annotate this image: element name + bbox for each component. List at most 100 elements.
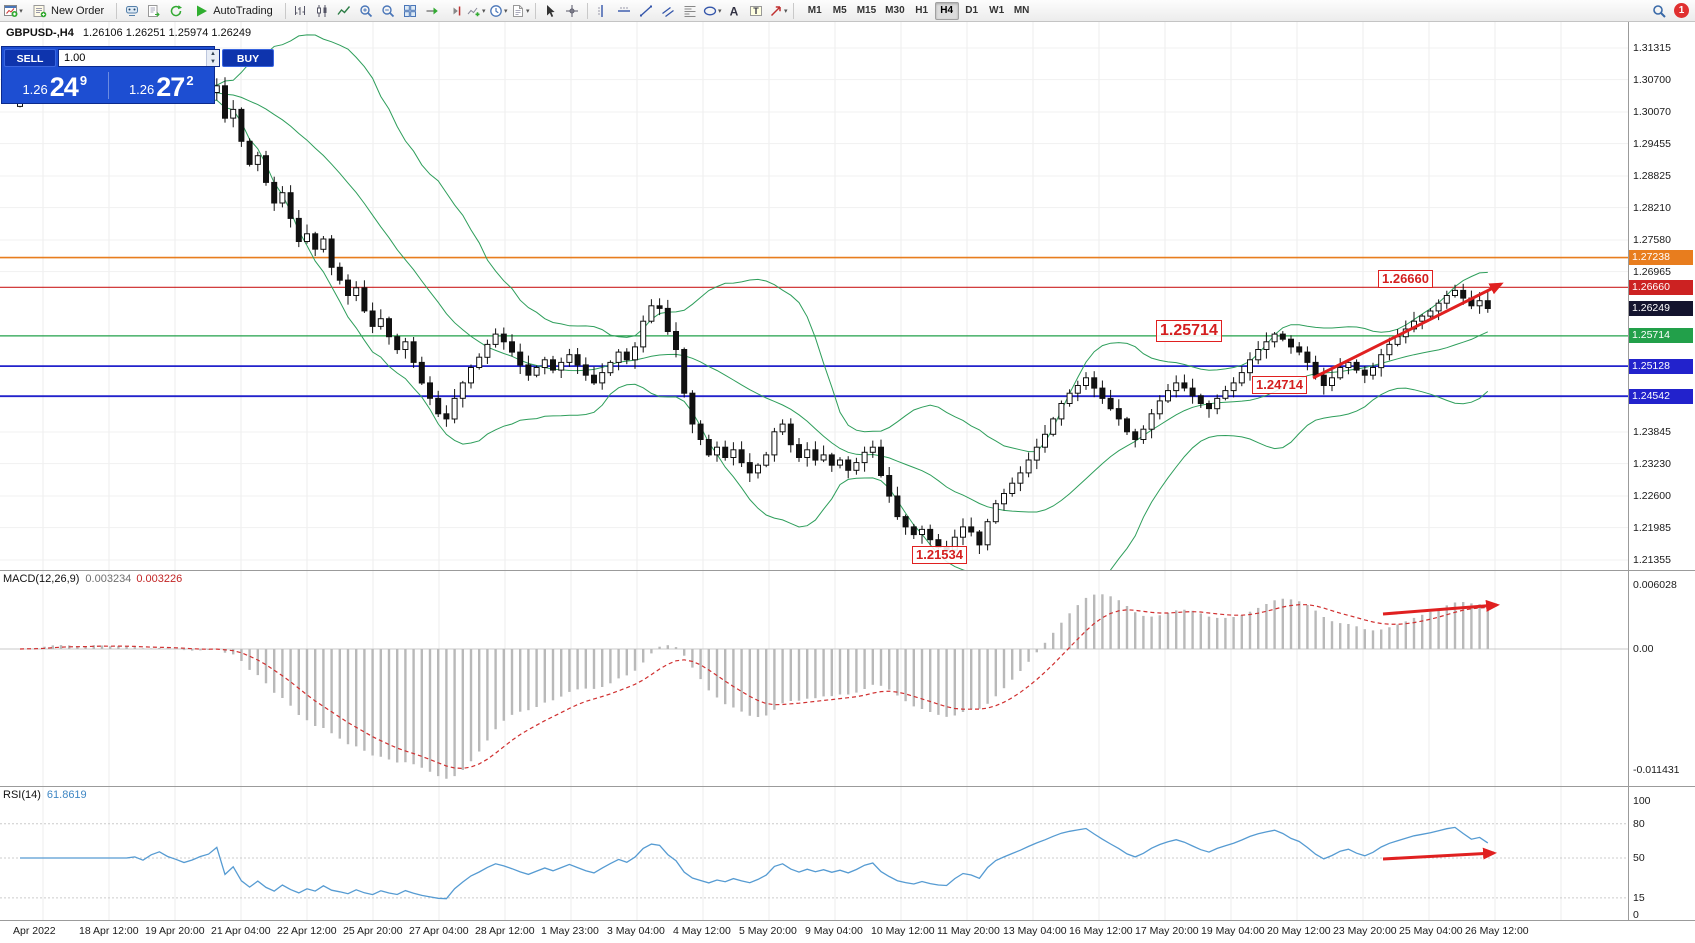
autotrading-play-icon — [195, 4, 209, 18]
arrow-objects-button[interactable]: ▾ — [768, 1, 789, 20]
scripts-button[interactable] — [143, 1, 164, 20]
indicators-button[interactable]: ▾ — [466, 1, 487, 20]
time-axis-label: 10 May 12:00 — [871, 925, 935, 937]
timeframe-group: M1 M5 M15 M30 H1 H4 D1 W1 MN — [803, 1, 1034, 20]
volume-input[interactable] — [59, 49, 206, 66]
fibonacci-button[interactable] — [680, 1, 701, 20]
bar-chart-button[interactable] — [290, 1, 311, 20]
time-axis-label: 5 May 20:00 — [739, 925, 797, 937]
price-axis-label: 1.21985 — [1633, 521, 1671, 534]
periods-icon — [489, 4, 503, 18]
text-label-button[interactable]: T — [746, 1, 767, 20]
price-axis-label: 1.26965 — [1633, 265, 1671, 278]
toolbar-separator — [284, 2, 286, 19]
svg-text:A: A — [730, 4, 739, 18]
price-callout[interactable]: 1.25714 — [1156, 320, 1222, 342]
price-axis-label: 1.31315 — [1633, 42, 1671, 54]
zoom-in-icon — [359, 4, 373, 18]
timeframe-m1-button[interactable]: M1 — [803, 2, 827, 20]
timeframe-m15-button[interactable]: M15 — [853, 2, 880, 20]
search-button[interactable] — [1648, 1, 1669, 20]
time-axis-label: 17 May 20:00 — [1135, 925, 1199, 937]
timeframe-h1-button[interactable]: H1 — [910, 2, 934, 20]
time-axis-label: 22 Apr 12:00 — [277, 925, 337, 937]
time-axis-label: 4 May 12:00 — [673, 925, 731, 937]
autotrading-button[interactable]: AutoTrading — [187, 1, 281, 20]
symbol-period-label: GBPUSD-,H4 — [6, 27, 74, 39]
sell-button[interactable]: SELL — [4, 48, 56, 67]
crosshair-button[interactable] — [562, 1, 583, 20]
cursor-button[interactable] — [540, 1, 561, 20]
chart-shift-button[interactable] — [444, 1, 465, 20]
auto-scroll-button[interactable] — [422, 1, 443, 20]
candlestick-chart-button[interactable] — [312, 1, 333, 20]
price-callout[interactable]: 1.24714 — [1252, 376, 1307, 395]
chart-title: GBPUSD-,H4 1.26106 1.26251 1.25974 1.262… — [6, 27, 251, 39]
bar-chart-icon — [293, 4, 307, 18]
new-chart-button[interactable]: ▾ — [3, 1, 24, 20]
rsi-indicator-plot[interactable] — [0, 787, 1628, 920]
rsi-axis-label: 80 — [1633, 817, 1645, 830]
tile-windows-icon — [403, 4, 417, 18]
timeframe-m30-button[interactable]: M30 — [881, 2, 908, 20]
periods-button[interactable]: ▾ — [488, 1, 509, 20]
time-axis-label: Apr 2022 — [13, 925, 56, 937]
equidistant-channel-button[interactable] — [658, 1, 679, 20]
panel-separator-macd-rsi[interactable] — [0, 786, 1695, 787]
timeframe-h4-button[interactable]: H4 — [934, 1, 959, 20]
sell-price[interactable]: 1.26 24 9 — [22, 72, 88, 102]
timeframe-d1-button[interactable]: D1 — [960, 2, 984, 20]
trendline-icon — [639, 4, 653, 18]
text-button[interactable]: A — [724, 1, 745, 20]
line-chart-button[interactable] — [334, 1, 355, 20]
time-axis-label: 27 Apr 04:00 — [409, 925, 469, 937]
toolbar-separator — [116, 2, 118, 19]
vertical-line-button[interactable] — [592, 1, 613, 20]
text-icon: A — [727, 4, 741, 18]
notification-badge[interactable]: 1 — [1674, 3, 1689, 18]
zoom-out-icon — [381, 4, 395, 18]
price-callout[interactable]: 1.26660 — [1378, 270, 1433, 289]
toolbar-right-group: 1 — [1648, 1, 1695, 20]
price-axis-label: 1.28825 — [1633, 170, 1671, 183]
rsi-axis-label: 0 — [1633, 908, 1639, 921]
chevron-down-icon: ▾ — [503, 7, 508, 15]
macd-axis: 0.006028 0.00 -0.011431 — [1629, 571, 1695, 786]
macd-indicator-plot[interactable] — [0, 571, 1628, 786]
volume-decrease-button[interactable]: ▼ — [207, 57, 219, 66]
trend-arrow-macd[interactable] — [1382, 599, 1500, 616]
panel-separator-main-macd[interactable] — [0, 570, 1695, 571]
time-axis-label: 25 Apr 20:00 — [343, 925, 403, 937]
price-chart-plot[interactable] — [0, 22, 1628, 570]
equidistant-channel-icon — [661, 4, 675, 18]
new-order-button[interactable]: New Order — [25, 1, 112, 20]
trend-arrow-rsi[interactable] — [1382, 847, 1497, 861]
chevron-down-icon: ▾ — [481, 7, 486, 15]
price-axis-label: 1.30070 — [1633, 106, 1671, 118]
timeframe-mn-button[interactable]: MN — [1010, 2, 1034, 20]
ohlc-values: 1.26106 1.26251 1.25974 1.26249 — [82, 27, 252, 39]
shapes-button[interactable]: ▾ — [702, 1, 723, 20]
expert-advisors-button[interactable] — [121, 1, 142, 20]
axis-border — [1628, 22, 1629, 920]
templates-button[interactable]: ▾ — [510, 1, 531, 20]
toolbar-separator — [586, 2, 588, 19]
price-axis-label: 1.23845 — [1633, 426, 1671, 439]
price-axis: 1.31315 1.30700 1.30070 1.29455 1.28825 1.282… — [1629, 22, 1695, 570]
buy-price[interactable]: 1.26 27 2 — [128, 72, 194, 102]
volume-increase-button[interactable]: ▲ — [207, 49, 219, 58]
svg-text:T: T — [753, 6, 759, 16]
price-tag: 1.25714 — [1629, 328, 1693, 344]
timeframe-m5-button[interactable]: M5 — [828, 2, 852, 20]
price-tag: 1.24542 — [1629, 388, 1693, 404]
buy-button[interactable]: BUY — [222, 48, 274, 67]
refresh-button[interactable] — [165, 1, 186, 20]
zoom-in-button[interactable] — [356, 1, 377, 20]
timeframe-w1-button[interactable]: W1 — [985, 2, 1009, 20]
horizontal-line-button[interactable] — [614, 1, 635, 20]
zoom-out-button[interactable] — [378, 1, 399, 20]
trend-arrow-main[interactable] — [1312, 282, 1504, 380]
tile-windows-button[interactable] — [400, 1, 421, 20]
trendline-button[interactable] — [636, 1, 657, 20]
price-callout[interactable]: 1.21534 — [912, 546, 967, 565]
